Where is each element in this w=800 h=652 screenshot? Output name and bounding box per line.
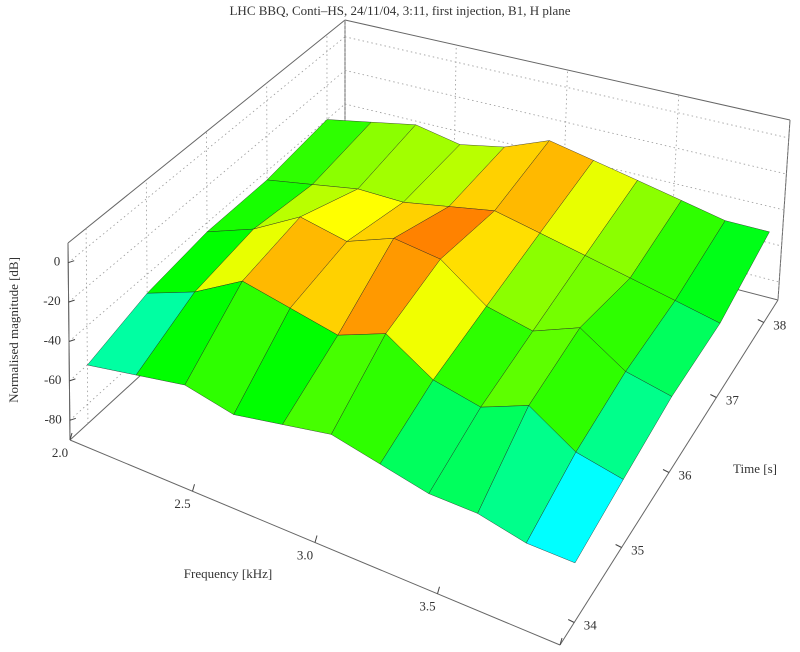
y-tick-label: 36 — [679, 467, 693, 482]
grid-line — [344, 36, 789, 139]
tick-mark — [68, 339, 76, 342]
chart-title: LHC BBQ, Conti–HS, 24/11/04, 3:11, first… — [229, 3, 570, 18]
tick-mark — [662, 469, 670, 473]
tick-mark — [68, 299, 75, 303]
tick-mark — [567, 619, 575, 623]
tick-mark — [68, 260, 75, 264]
z-tick-label: -60 — [44, 372, 61, 387]
y-tick-label: 34 — [584, 617, 598, 632]
y-tick-label: 35 — [631, 542, 644, 557]
tick-mark — [757, 319, 765, 323]
grid-line — [452, 44, 457, 217]
x-axis-label: Frequency [kHz] — [184, 566, 272, 581]
tick-mark — [192, 484, 195, 492]
grid-line — [85, 228, 89, 424]
x-tick-label: 3.0 — [297, 547, 313, 562]
grid-line — [777, 119, 791, 301]
x-tick-label: 2.5 — [174, 496, 190, 511]
z-tick-label: -80 — [44, 411, 61, 426]
y-tick-label: 37 — [726, 392, 740, 407]
tick-mark — [314, 535, 318, 543]
surface-patch — [525, 451, 624, 564]
grid-line — [67, 36, 346, 264]
box-edge — [67, 19, 346, 244]
tick-mark — [69, 378, 76, 382]
x-tick-label: 4.0 — [542, 650, 558, 652]
grid-line — [68, 70, 346, 303]
z-tick-label: -40 — [44, 332, 61, 347]
z-axis-label: Normalised magnitude [dB] — [6, 257, 21, 403]
tick-mark — [710, 394, 717, 398]
x-tick-label: 2.0 — [52, 445, 68, 460]
z-tick-label: 0 — [54, 254, 61, 269]
tick-mark — [69, 417, 76, 421]
box-edge — [344, 19, 791, 121]
tick-mark — [437, 586, 440, 594]
y-tick-label: 38 — [773, 317, 786, 332]
z-tick-label: -20 — [43, 293, 60, 308]
tick-mark — [615, 544, 622, 548]
x-tick-label: 3.5 — [419, 599, 435, 614]
tick-mark — [69, 432, 73, 441]
grid-line — [561, 69, 568, 245]
y-axis-label: Time [s] — [733, 461, 777, 476]
grid-line — [206, 131, 208, 315]
tick-mark — [559, 637, 563, 646]
